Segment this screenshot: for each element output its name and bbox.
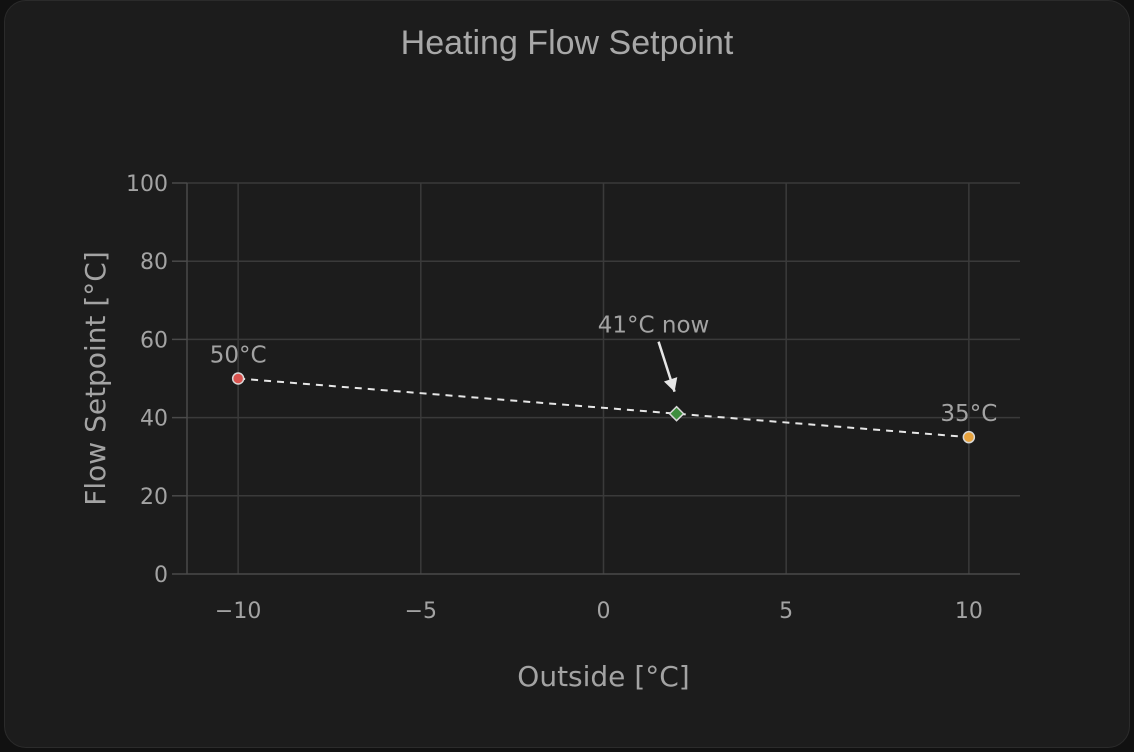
y-axis-title: Flow Setpoint [°C] [79,251,112,506]
y-tick-label: 60 [140,328,168,353]
annotation-arrow-head [663,377,678,392]
setpoint-curve [238,377,969,439]
y-tick-label: 0 [154,563,168,588]
x-axis-title: Outside [°C] [517,660,689,693]
y-tick-label: 100 [126,172,168,197]
chart-title: Heating Flow Setpoint [400,24,734,62]
x-tick-label: −10 [215,599,261,624]
x-tick-label: 0 [597,599,611,624]
chart-card [4,0,1130,748]
series [231,372,976,444]
grid [187,182,1020,575]
current-point-marker [668,405,685,422]
curve-point-marker [962,430,976,444]
data-labels: 50°C 35°C 41°C now [210,313,998,427]
y-tick-label: 40 [140,407,168,432]
curve-point-marker [231,372,245,385]
x-tick-label: −5 [405,599,437,624]
y-tick-label: 80 [140,250,168,275]
curve-point-label: 50°C [210,343,267,369]
y-tick-label: 20 [140,485,168,510]
current-point-label: 41°C now [598,313,710,339]
curve-point-label: 35°C [940,401,997,427]
x-tick-label: 10 [955,599,983,624]
x-tick-label: 5 [779,599,793,624]
